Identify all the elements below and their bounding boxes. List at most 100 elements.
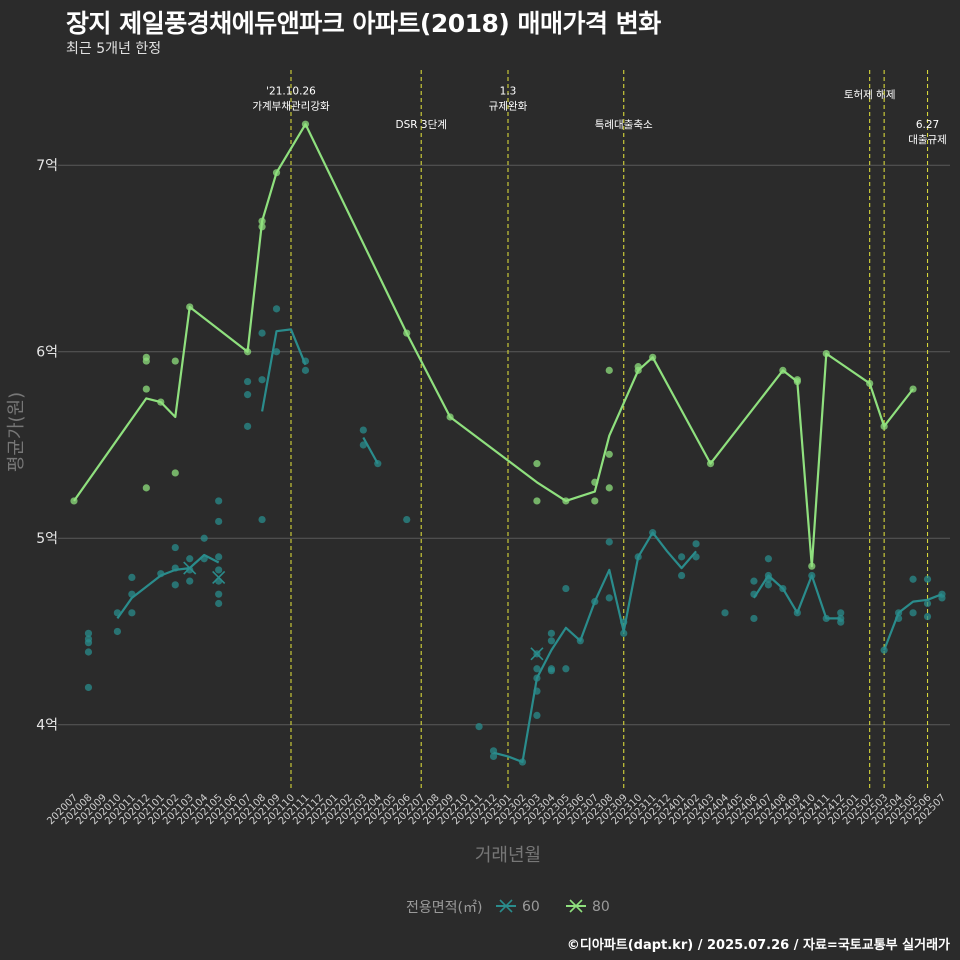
data-point-80 — [605, 366, 613, 374]
data-point-80 — [808, 562, 816, 570]
event-label: '21.10.26 — [266, 85, 316, 97]
data-point-80 — [909, 385, 917, 393]
y-tick-label: 7억 — [36, 158, 58, 174]
legend: 전용면적(㎡) 60 80 — [406, 899, 610, 916]
series-line-60 — [362, 436, 379, 465]
data-point-80 — [562, 497, 570, 505]
chart-subtitle: 최근 5개년 한정 — [66, 41, 162, 57]
data-point-60 — [272, 348, 281, 356]
data-point-60 — [113, 609, 121, 617]
data-point-60 — [374, 460, 382, 468]
data-point-60 — [533, 711, 541, 720]
data-point-60 — [793, 609, 801, 617]
data-point-60 — [215, 599, 223, 608]
data-point-60 — [923, 599, 932, 608]
data-point-80 — [301, 120, 310, 128]
data-point-80 — [258, 223, 266, 231]
data-point-60 — [215, 590, 223, 598]
data-point-60 — [605, 594, 613, 602]
data-point-60 — [938, 594, 946, 602]
data-point-80 — [171, 469, 179, 477]
data-point-60 — [880, 646, 888, 654]
data-point-80 — [142, 484, 150, 492]
data-point-60 — [84, 683, 93, 692]
source-credit: ©디아파트(dapt.kr) / 2025.07.26 / 자료=국토교통부 실… — [566, 938, 950, 953]
series-line-60 — [493, 531, 697, 764]
legend-swatch-x — [499, 899, 513, 913]
event-label: 1.3 — [500, 85, 517, 97]
data-point-60 — [215, 566, 223, 574]
cancelled-marker-60 — [183, 561, 197, 575]
data-point-60 — [895, 609, 903, 617]
data-point-80 — [779, 366, 787, 374]
data-point-80 — [142, 357, 150, 365]
data-point-60 — [359, 441, 367, 449]
series-points — [70, 120, 946, 766]
x-axis-title: 거래년월 — [475, 845, 541, 866]
data-point-60 — [837, 609, 845, 617]
data-point-80 — [605, 450, 613, 458]
legend-title: 전용면적(㎡) — [406, 900, 482, 916]
data-point-60 — [547, 629, 556, 637]
data-point-60 — [750, 614, 758, 623]
data-point-60 — [750, 577, 758, 585]
data-point-80 — [533, 497, 541, 505]
data-point-80 — [142, 385, 150, 393]
data-point-80 — [533, 460, 541, 468]
data-point-60 — [533, 687, 541, 695]
data-point-80 — [446, 413, 454, 421]
data-point-60 — [215, 553, 223, 561]
data-point-80 — [403, 329, 411, 337]
event-label: 가계부채관리강화 — [252, 100, 330, 112]
legend-item-60: 60 — [496, 899, 540, 915]
data-point-60 — [186, 577, 194, 585]
y-tick-label: 5억 — [36, 531, 58, 547]
data-point-60 — [808, 571, 816, 580]
data-point-60 — [272, 305, 281, 313]
data-point-60 — [244, 391, 252, 399]
data-point-60 — [84, 648, 93, 656]
data-point-80 — [186, 303, 194, 311]
legend-label: 80 — [592, 899, 610, 915]
data-point-60 — [750, 590, 758, 598]
data-point-60 — [533, 674, 541, 682]
data-point-60 — [244, 422, 252, 430]
data-point-60 — [215, 497, 223, 505]
data-point-60 — [721, 609, 729, 617]
series-line-60 — [883, 593, 943, 651]
data-point-60 — [547, 637, 556, 645]
data-point-60 — [403, 515, 411, 524]
data-point-60 — [764, 555, 773, 563]
data-point-60 — [200, 555, 208, 563]
data-point-80 — [591, 497, 599, 505]
data-point-60 — [128, 573, 136, 581]
data-point-80 — [649, 353, 657, 361]
data-point-60 — [301, 357, 310, 365]
data-point-60 — [822, 614, 830, 623]
data-point-60 — [244, 377, 252, 386]
data-point-60 — [518, 758, 527, 766]
x-axis-ticks: 2020072020082020092020102020112020122021… — [45, 792, 948, 827]
data-point-60 — [764, 581, 773, 589]
data-point-60 — [200, 534, 208, 542]
data-point-60 — [923, 575, 932, 583]
chart-title: 장지 제일풍경채에듀앤파크 아파트(2018) 매매가격 변화 — [66, 9, 661, 38]
data-point-60 — [576, 637, 584, 645]
data-point-60 — [128, 590, 136, 598]
data-point-60 — [678, 553, 686, 561]
data-point-60 — [764, 575, 773, 583]
data-point-60 — [909, 609, 917, 617]
data-point-60 — [605, 538, 613, 546]
data-point-60 — [128, 609, 136, 617]
data-point-60 — [215, 517, 223, 526]
data-point-60 — [171, 564, 179, 572]
data-point-60 — [359, 426, 367, 434]
cancelled-marker-60 — [530, 647, 544, 661]
cancelled-marker-60 — [212, 570, 226, 584]
data-point-60 — [562, 584, 570, 593]
data-point-60 — [895, 614, 903, 623]
data-point-80 — [591, 478, 599, 486]
series-line-60 — [116, 553, 220, 620]
data-point-80 — [70, 497, 78, 505]
data-point-60 — [113, 627, 121, 636]
